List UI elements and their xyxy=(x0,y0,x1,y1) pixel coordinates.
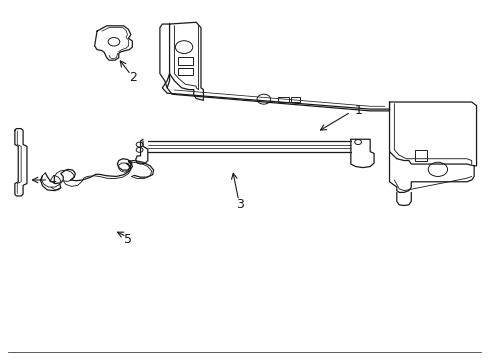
Bar xyxy=(178,68,192,76)
Text: 1: 1 xyxy=(353,104,361,117)
Bar xyxy=(414,150,426,161)
Bar xyxy=(291,97,300,102)
Text: 4: 4 xyxy=(48,174,56,186)
Bar xyxy=(278,97,288,102)
Bar xyxy=(178,57,192,65)
Text: 2: 2 xyxy=(129,71,137,84)
Text: 3: 3 xyxy=(235,198,243,211)
Text: 5: 5 xyxy=(124,233,132,246)
